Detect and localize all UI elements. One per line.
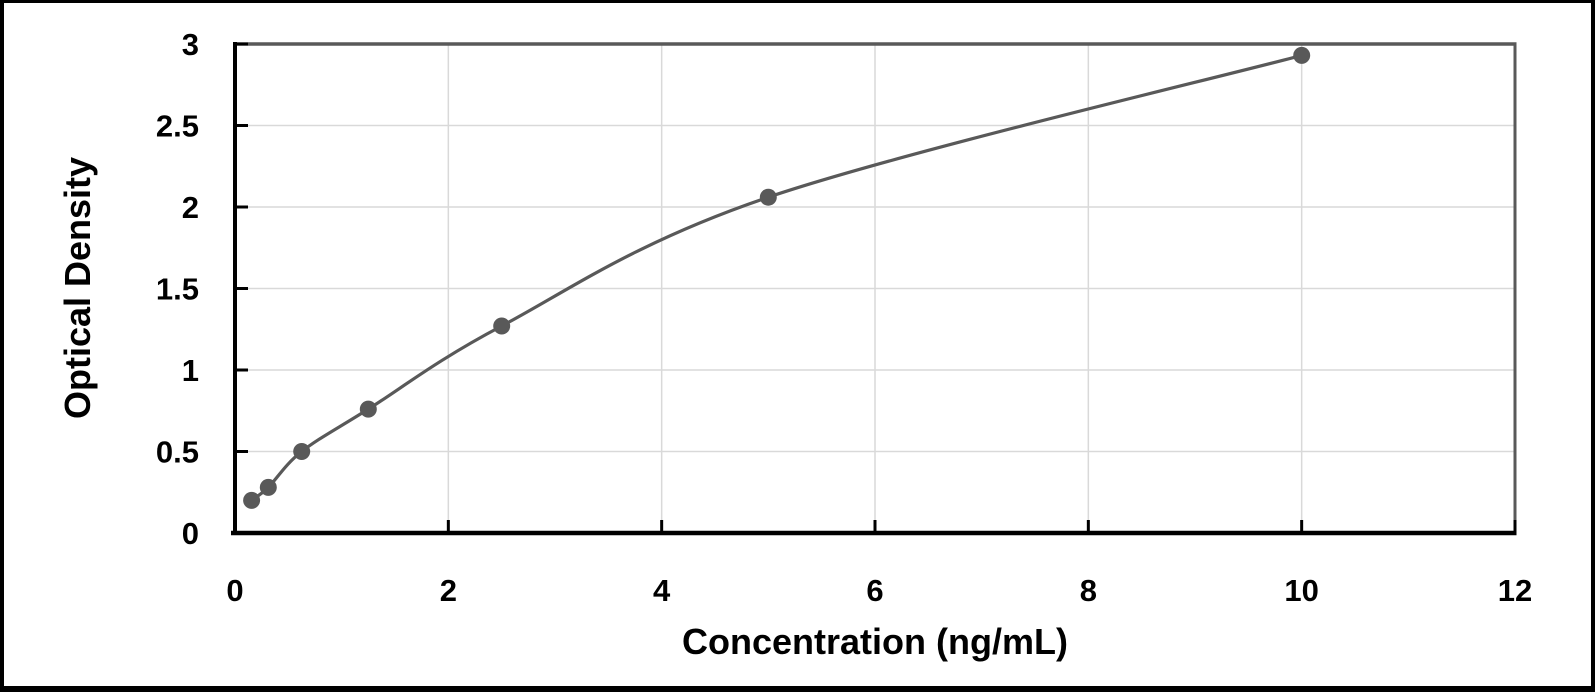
x-tick-label: 12: [1498, 573, 1532, 608]
y-tick-label: 1: [182, 353, 199, 388]
x-tick-label: 0: [226, 573, 243, 608]
data-point-marker: [359, 400, 377, 418]
data-point-marker: [243, 491, 261, 509]
data-point-marker: [493, 317, 511, 335]
y-tick-label: 2.5: [156, 109, 199, 144]
data-point-marker: [259, 478, 277, 496]
y-tick-label: 1.5: [156, 272, 199, 307]
standard-curve-line: [250, 53, 1304, 502]
x-tick-label: 8: [1080, 573, 1097, 608]
data-point-marker: [759, 188, 777, 206]
y-tick-label: 2: [182, 190, 199, 225]
standard-curve-plot: 0 2 4 6 8 10 12 0 0.5 1 1.5 2 2.5 3: [156, 27, 1532, 608]
y-tick-label: 3: [182, 27, 199, 62]
x-tick-label: 2: [440, 573, 457, 608]
x-tick-label: 4: [653, 573, 671, 608]
data-point-marker: [293, 443, 311, 460]
data-point-marker: [1293, 46, 1311, 64]
x-axis-title: Concentration (ng/mL): [682, 621, 1068, 662]
x-tick-label: 6: [866, 573, 883, 608]
y-tick-label: 0: [182, 516, 199, 551]
x-tick-label: 10: [1284, 573, 1318, 608]
y-axis-title: Optical Density: [57, 156, 98, 420]
y-tick-label: 0.5: [156, 435, 199, 470]
